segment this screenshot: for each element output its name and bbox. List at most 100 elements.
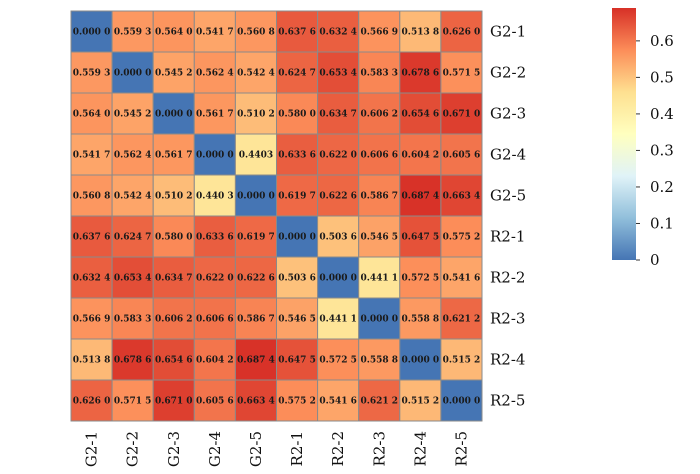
heatmap-cell-value: 0.624 7 <box>114 233 152 243</box>
row-label: G2-5 <box>490 187 526 205</box>
column-label: G2-5 <box>247 431 265 467</box>
heatmap-cell <box>234 338 277 381</box>
row-label: R2-2 <box>490 269 525 287</box>
heatmap-cell-value: 0.626 0 <box>443 28 481 38</box>
heatmap-cell-value: 0.000 0 <box>237 192 275 202</box>
heatmap-cell-value: 0.622 0 <box>196 274 234 284</box>
column-label: G2-3 <box>165 431 183 467</box>
heatmap-cell-value: 0.545 2 <box>114 110 152 120</box>
heatmap-cell-value: 0.575 2 <box>278 397 316 407</box>
heatmap-cell <box>111 338 154 381</box>
heatmap-cell-value: 0.510 2 <box>237 110 275 120</box>
heatmap-cell-value: 0.621 2 <box>360 397 398 407</box>
heatmap-cell-value: 0.671 0 <box>443 110 481 120</box>
heatmap-cell-value: 0.663 4 <box>237 397 275 407</box>
heatmap-cell-value: 0.606 6 <box>196 315 234 325</box>
heatmap-cell <box>152 297 195 340</box>
heatmap-cell-value: 0.541 7 <box>73 151 111 161</box>
heatmap-cell-value: 0.560 8 <box>237 28 275 38</box>
heatmap-cell-value: 0.000 0 <box>114 69 152 79</box>
heatmap-cell-value: 0.580 0 <box>155 233 193 243</box>
heatmap-cell <box>234 215 277 258</box>
heatmap-cell-value: 0.503 6 <box>278 274 316 284</box>
heatmap-cell-value: 0.678 6 <box>114 356 152 366</box>
heatmap-cell <box>399 51 442 94</box>
heatmap-cell <box>317 133 360 176</box>
heatmap-cell <box>234 379 277 422</box>
heatmap-cell <box>276 174 319 217</box>
heatmap-cell <box>152 92 195 135</box>
heatmap-cell-value: 0.622 6 <box>319 192 357 202</box>
heatmap-cell-value: 0.605 6 <box>196 397 234 407</box>
heatmap-cell <box>111 10 154 53</box>
heatmap-cell-value: 0.647 5 <box>278 356 316 366</box>
heatmap-cell-value: 0.441 1 <box>319 315 357 325</box>
heatmap-cell <box>111 92 154 135</box>
heatmap-cell-value: 0.000 0 <box>443 397 481 407</box>
heatmap-cell-value: 0.653 4 <box>319 69 357 79</box>
heatmap-cell <box>111 379 154 422</box>
heatmap-cell <box>440 174 483 217</box>
heatmap-cell-value: 0.566 9 <box>360 28 398 38</box>
heatmap-cell <box>152 338 195 381</box>
heatmap-cell <box>111 51 154 94</box>
heatmap-cell <box>70 133 113 176</box>
heatmap-cell <box>70 215 113 258</box>
heatmap-cell-value: 0.542 4 <box>114 192 152 202</box>
heatmap-cell-value: 0.622 0 <box>319 151 357 161</box>
heatmap-cell-value: 0.583 3 <box>114 315 152 325</box>
colorbar-tick-label: 0 <box>650 251 660 269</box>
heatmap-cell-value: 0.000 0 <box>402 356 440 366</box>
heatmap-cell-value: 0.571 5 <box>443 69 481 79</box>
heatmap-cell <box>399 92 442 135</box>
heatmap-cells: 0.000 0 0.559 3 0.564 0 0.541 7 0.560 8 0.637… <box>70 10 483 422</box>
heatmap-cell-value: 0.605 6 <box>443 151 481 161</box>
heatmap-cell <box>70 379 113 422</box>
heatmap-cell-value: 0.000 0 <box>155 110 193 120</box>
heatmap-cell <box>358 256 401 299</box>
heatmap-cell-value: 0.559 3 <box>73 69 111 79</box>
heatmap-cell-value: 0.564 0 <box>73 110 111 120</box>
heatmap-cell <box>193 338 236 381</box>
heatmap-cell <box>152 379 195 422</box>
heatmap-cell <box>193 379 236 422</box>
heatmap-cell <box>276 215 319 258</box>
heatmap-cell-value: 0.000 0 <box>319 274 357 284</box>
heatmap-cell-value: 0.622 6 <box>237 274 275 284</box>
heatmap-cell <box>276 256 319 299</box>
row-label: G2-3 <box>490 105 526 123</box>
heatmap-cell-value: 0.515 2 <box>443 356 481 366</box>
heatmap-cell-value: 0.515 2 <box>402 397 440 407</box>
heatmap-cell-value: 0.633 6 <box>196 233 234 243</box>
heatmap-cell <box>317 174 360 217</box>
heatmap-cell-value: 0.633 6 <box>278 151 316 161</box>
heatmap-cell-value: 0.546 5 <box>360 233 398 243</box>
heatmap-cell <box>399 256 442 299</box>
heatmap-cell-value: 0.562 4 <box>114 151 152 161</box>
colorbar-tick-label: 0.3 <box>650 141 674 159</box>
heatmap-cell <box>358 10 401 53</box>
heatmap-cell-value: 0.572 5 <box>402 274 440 284</box>
heatmap-cell <box>440 92 483 135</box>
heatmap-cell <box>358 297 401 340</box>
heatmap-cell <box>193 297 236 340</box>
heatmap-cell <box>399 297 442 340</box>
heatmap-cell <box>440 51 483 94</box>
heatmap-cell-value: 0.541 6 <box>443 274 481 284</box>
heatmap-cell-value: 0.606 6 <box>360 151 398 161</box>
heatmap-cell-value: 0.634 7 <box>319 110 357 120</box>
heatmap-cell <box>234 297 277 340</box>
heatmap-cell-value: 0.564 0 <box>155 28 193 38</box>
heatmap-cell-value: 0.561 7 <box>155 151 193 161</box>
heatmap-cell-value: 0.546 5 <box>278 315 316 325</box>
heatmap-cell-value: 0.604 2 <box>402 151 440 161</box>
heatmap-cell-value: 0.566 9 <box>73 315 111 325</box>
heatmap-cell-value: 0.678 6 <box>402 69 440 79</box>
heatmap-cell-value: 0.560 8 <box>73 192 111 202</box>
heatmap-cell <box>358 51 401 94</box>
heatmap-cell <box>440 256 483 299</box>
row-label: G2-1 <box>490 23 526 41</box>
heatmap-cell-value: 0.687 4 <box>402 192 440 202</box>
heatmap-cell-value: 0.580 0 <box>278 110 316 120</box>
heatmap-cell-value: 0.000 0 <box>196 151 234 161</box>
